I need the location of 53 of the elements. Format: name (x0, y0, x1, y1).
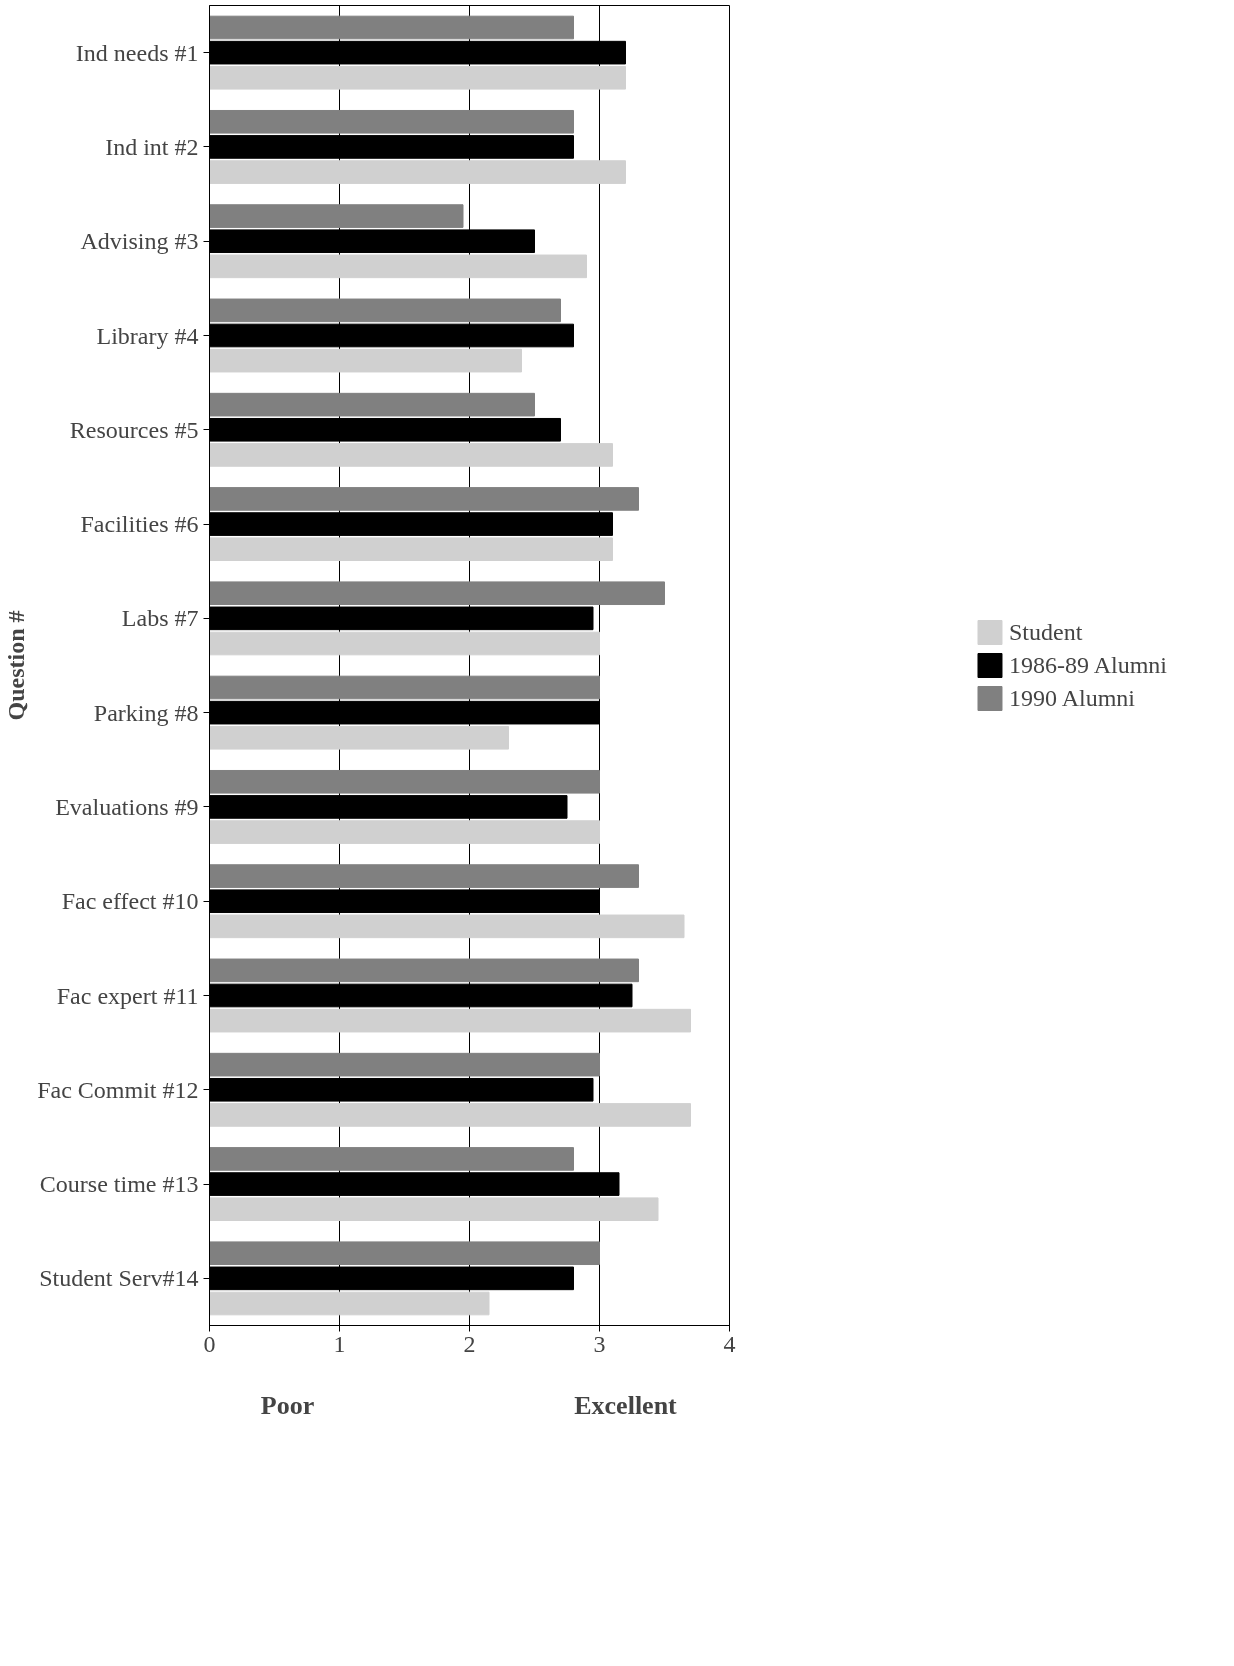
bar (209, 769, 600, 794)
bar (209, 298, 561, 323)
y-tick-label: Fac expert #11 (56, 982, 199, 1009)
bar (209, 443, 613, 467)
bar (209, 914, 685, 939)
x-tick-label: 0 (203, 1330, 216, 1357)
bar (209, 65, 626, 90)
x-tick-label: 3 (593, 1330, 606, 1357)
bar (209, 109, 574, 134)
x-tick-label: 1 (333, 1330, 346, 1357)
y-tick-label: Parking #8 (93, 699, 199, 726)
y-tick-label: Library #4 (96, 322, 199, 349)
bar (209, 1241, 600, 1266)
legend-label: 1990 Alumni (1008, 684, 1136, 712)
y-tick-label: Ind int #2 (105, 133, 199, 160)
y-tick-label: Facilities #6 (80, 511, 199, 538)
bar (209, 537, 613, 562)
bar (209, 1052, 600, 1077)
y-axis-title: Question # (3, 610, 30, 721)
bar (209, 958, 639, 983)
bar (209, 15, 574, 40)
x-tick-label: 2 (463, 1330, 476, 1357)
bar (209, 864, 639, 888)
bar (209, 1008, 691, 1033)
bar (209, 254, 587, 279)
bar (209, 204, 464, 228)
legend-label: 1986-89 Alumni (1008, 651, 1168, 679)
bar (209, 581, 665, 606)
bar (209, 1197, 659, 1222)
x-tick-label: 4 (723, 1330, 736, 1357)
bar (209, 487, 639, 511)
bar (209, 160, 626, 184)
bar (209, 725, 509, 750)
bar (209, 631, 600, 656)
text: Poor (260, 1390, 315, 1420)
y-tick-label: Ind needs #1 (75, 39, 199, 66)
y-tick-label: Advising #3 (80, 228, 199, 255)
bar (209, 348, 522, 373)
bar (209, 1147, 574, 1171)
bar (209, 1103, 691, 1127)
y-tick-label: Fac Commit #12 (37, 1076, 199, 1103)
y-tick-label: Labs #7 (121, 605, 199, 632)
legend-label: Student (1008, 618, 1083, 646)
y-tick-label: Resources #5 (69, 416, 199, 443)
y-tick-label: Student Serv#14 (39, 1265, 199, 1292)
y-tick-label: Fac effect #10 (61, 888, 199, 915)
bar (209, 1291, 490, 1316)
bar (209, 820, 600, 844)
bar (209, 392, 535, 417)
text: Excellent (574, 1390, 678, 1420)
bar (209, 675, 600, 700)
y-tick-label: Course time #13 (39, 1171, 199, 1198)
y-tick-label: Evaluations #9 (55, 793, 199, 820)
